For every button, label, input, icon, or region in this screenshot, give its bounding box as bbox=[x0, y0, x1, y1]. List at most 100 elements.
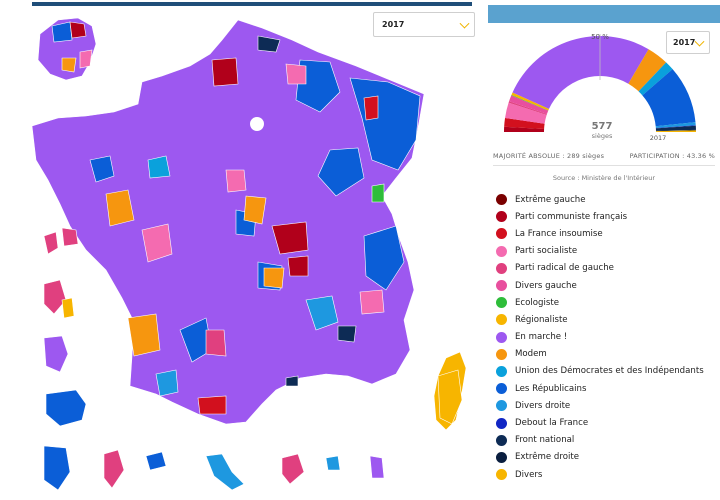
legend-item: Union des Démocrates et des Indépendants bbox=[496, 363, 716, 380]
constituency-ecologiste[interactable] bbox=[371, 183, 385, 203]
constituency-radical[interactable] bbox=[43, 279, 67, 315]
legend-label: Front national bbox=[515, 435, 575, 446]
constituency-republicains[interactable] bbox=[43, 445, 71, 491]
divider bbox=[493, 165, 715, 166]
constituency-en_marche[interactable] bbox=[43, 335, 69, 373]
legend-label: Extrême droite bbox=[515, 452, 580, 463]
map-year-select[interactable]: 2017 bbox=[373, 12, 475, 37]
constituency-fi[interactable] bbox=[197, 395, 227, 415]
hemicycle-segment-parti-radical-de-gauche bbox=[508, 101, 547, 115]
france-map[interactable] bbox=[0, 0, 488, 500]
seats-label: sièges bbox=[591, 132, 613, 140]
constituency-radical[interactable] bbox=[43, 231, 59, 255]
legend-item: Modem bbox=[496, 346, 716, 363]
constituency-pcf[interactable] bbox=[287, 255, 309, 277]
constituency-regionaliste[interactable] bbox=[437, 369, 463, 425]
constituency-en_marche[interactable] bbox=[369, 455, 385, 479]
legend-label: Divers bbox=[515, 469, 543, 480]
legend-dot bbox=[496, 245, 507, 257]
constituency-fi[interactable] bbox=[363, 95, 379, 121]
seats-total: 577 bbox=[591, 121, 613, 132]
hemicycle-segment-divers-gauche bbox=[509, 95, 549, 115]
paris-hole bbox=[250, 117, 264, 131]
constituency-republicains[interactable] bbox=[145, 451, 167, 471]
legend-label: Parti communiste français bbox=[515, 211, 628, 222]
constituency-pcf[interactable] bbox=[271, 221, 309, 255]
chevron-down-icon bbox=[694, 36, 705, 47]
legend-dot bbox=[496, 348, 507, 360]
legend-item: Parti socialiste bbox=[496, 243, 716, 260]
legend-label: Les Républicains bbox=[515, 383, 587, 394]
legend-item: Extrême droite bbox=[496, 449, 716, 466]
legend-dot bbox=[496, 331, 507, 343]
constituency-fn[interactable] bbox=[285, 375, 299, 387]
constituency-divers_droite[interactable] bbox=[305, 295, 339, 331]
legend-label: En marche ! bbox=[515, 332, 568, 343]
constituency-modem[interactable] bbox=[243, 195, 267, 225]
constituency-modem[interactable] bbox=[61, 57, 77, 73]
hemicycle-segment-r-gionaliste bbox=[511, 92, 549, 111]
constituency-ps[interactable] bbox=[225, 169, 247, 193]
hemicycle-segment-front-national bbox=[655, 125, 696, 131]
overseas-territories-left[interactable] bbox=[43, 227, 87, 427]
hemicycle-segment-modem bbox=[628, 49, 667, 92]
constituency-radical[interactable] bbox=[61, 227, 79, 247]
legend-label: Parti radical de gauche bbox=[515, 263, 614, 274]
chart-year-select[interactable]: 2017 bbox=[666, 31, 710, 54]
legend-label: Parti socialiste bbox=[515, 246, 578, 257]
constituency-radical[interactable] bbox=[281, 453, 305, 485]
legend-label: Debout la France bbox=[515, 418, 589, 429]
constituency-ps[interactable] bbox=[359, 289, 385, 315]
hemicycle-segment-debout-la-france bbox=[655, 125, 696, 129]
constituency-radical[interactable] bbox=[205, 329, 227, 357]
overseas-territories-bottom[interactable] bbox=[43, 445, 385, 491]
legend-dot bbox=[496, 297, 507, 309]
constituency-regionaliste[interactable] bbox=[61, 297, 75, 319]
legend-label: Régionaliste bbox=[515, 314, 568, 325]
constituency-modem[interactable] bbox=[105, 189, 135, 227]
constituency-republicains[interactable] bbox=[317, 147, 365, 197]
constituency-udi[interactable] bbox=[147, 155, 171, 179]
constituency-republicains[interactable] bbox=[89, 155, 115, 183]
info-row: MAJORITÉ ABSOLUE : 289 sièges PARTICIPAT… bbox=[493, 152, 715, 160]
constituency-modem[interactable] bbox=[127, 313, 161, 357]
legend-item: Divers gauche bbox=[496, 277, 716, 294]
constituency-pcf[interactable] bbox=[211, 57, 239, 87]
chart-year-label: 2017 bbox=[649, 134, 667, 142]
constituency-ps[interactable] bbox=[141, 223, 173, 263]
legend-dot bbox=[496, 400, 507, 412]
constituency-republicains[interactable] bbox=[363, 225, 405, 291]
constituency-fn[interactable] bbox=[257, 35, 281, 53]
legend-dot bbox=[496, 451, 507, 463]
legend-label: Modem bbox=[515, 349, 547, 360]
hemicycle-segment-en-marche- bbox=[512, 35, 649, 109]
chevron-down-icon bbox=[459, 18, 470, 29]
constituency-fn[interactable] bbox=[337, 325, 357, 343]
constituency-divers_droite[interactable] bbox=[155, 369, 179, 397]
constituency-divers_droite[interactable] bbox=[205, 453, 245, 491]
hemicycle-segment-parti-communiste-fran-ais bbox=[504, 126, 545, 132]
legend-label: Ecologiste bbox=[515, 297, 560, 308]
hemicycle-segment-la-france-insoumise bbox=[504, 117, 545, 129]
legend-item: La France insoumise bbox=[496, 225, 716, 242]
legend-item: Divers bbox=[496, 466, 716, 483]
legend-item: Ecologiste bbox=[496, 294, 716, 311]
legend-item: Extrême gauche bbox=[496, 191, 716, 208]
constituency-republicains[interactable] bbox=[51, 21, 73, 43]
constituency-pcf[interactable] bbox=[69, 21, 87, 39]
constituency-republicains[interactable] bbox=[45, 389, 87, 427]
constituency-modem[interactable] bbox=[263, 267, 285, 289]
constituency-radical[interactable] bbox=[103, 449, 125, 489]
hemicycle-chart bbox=[504, 34, 696, 132]
constituency-ps[interactable] bbox=[285, 63, 307, 85]
legend-label: Union des Démocrates et des Indépendants bbox=[515, 366, 704, 377]
header-band bbox=[488, 5, 720, 23]
constituency-ps[interactable] bbox=[79, 49, 93, 69]
constituency-republicains[interactable] bbox=[295, 59, 341, 113]
legend-item: Parti radical de gauche bbox=[496, 260, 716, 277]
hemicycle-segment-divers bbox=[655, 130, 696, 132]
legend-item: Divers droite bbox=[496, 397, 716, 414]
constituency-divers_droite[interactable] bbox=[325, 455, 341, 471]
participation-label: PARTICIPATION : 43.36 % bbox=[629, 152, 715, 160]
source-label: Source : Ministère de l'Intérieur bbox=[552, 174, 656, 182]
